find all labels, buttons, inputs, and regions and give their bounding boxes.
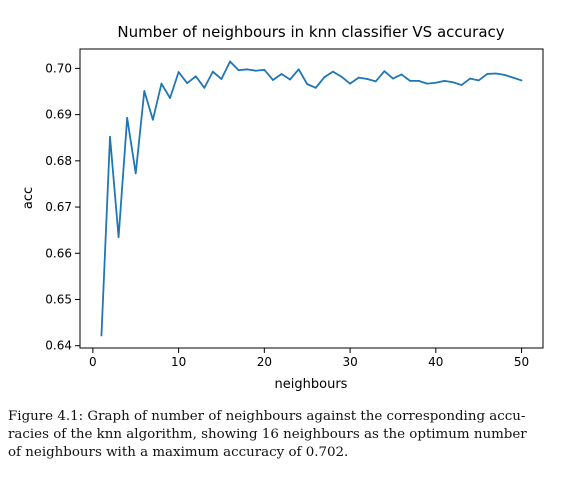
- y-tick-label: 0.65: [45, 292, 72, 306]
- data-point: [109, 135, 111, 138]
- data-point: [143, 90, 146, 92]
- data-point: [357, 76, 360, 79]
- x-tick-label: 50: [514, 355, 529, 369]
- y-tick-label: 0.70: [45, 61, 72, 75]
- data-point: [460, 84, 463, 86]
- y-tick-label: 0.64: [45, 339, 72, 353]
- data-point: [314, 86, 317, 89]
- data-point: [229, 60, 231, 63]
- data-point: [374, 80, 377, 83]
- data-point: [117, 236, 120, 238]
- data-point: [452, 81, 454, 84]
- data-point: [263, 68, 266, 71]
- data-point: [160, 82, 163, 85]
- y-axis: 0.64 0.65 0.66 0.67 0.68 0.69 0.70: [45, 61, 80, 353]
- x-tick-label: 10: [171, 355, 186, 369]
- data-point: [297, 68, 300, 71]
- y-tick-label: 0.66: [45, 246, 72, 260]
- x-axis: 0 10 20 30 40 50: [89, 348, 529, 369]
- x-axis-label: neighbours: [275, 377, 348, 392]
- data-point: [520, 79, 523, 82]
- caption-line-3: of neighbours with a maximum accuracy of…: [8, 445, 349, 460]
- y-axis-label: acc: [21, 187, 36, 209]
- data-point: [246, 68, 249, 71]
- data-point: [211, 70, 214, 73]
- data-point: [409, 79, 412, 82]
- data-point: [477, 79, 480, 82]
- data-point: [272, 79, 274, 81]
- data-point: [306, 83, 309, 86]
- chart-title: Number of neighbours in knn classifier V…: [117, 23, 504, 41]
- data-point: [443, 79, 446, 82]
- data-point: [177, 71, 180, 74]
- y-tick-label: 0.68: [45, 154, 72, 168]
- data-point: [426, 82, 429, 85]
- y-tick-label: 0.67: [45, 200, 72, 214]
- data-point: [220, 78, 223, 80]
- data-point: [323, 76, 326, 79]
- data-points: [100, 60, 523, 337]
- y-tick-label: 0.69: [45, 108, 72, 122]
- data-point: [512, 76, 514, 79]
- data-point: [203, 86, 206, 89]
- data-point: [366, 78, 369, 80]
- figure-caption: Figure 4.1: Graph of number of neighbour…: [8, 408, 553, 462]
- data-point: [383, 70, 386, 73]
- chart: Number of neighbours in knn classifier V…: [21, 23, 544, 392]
- data-point: [400, 73, 403, 76]
- data-point: [126, 116, 129, 119]
- data-point: [194, 75, 197, 78]
- data-point: [340, 75, 343, 78]
- data-point: [332, 70, 334, 73]
- data-point: [134, 172, 137, 175]
- data-point: [280, 73, 283, 75]
- accuracy-series-line: [100, 60, 522, 336]
- data-point: [237, 69, 240, 72]
- data-point: [503, 73, 506, 76]
- data-point: [100, 334, 103, 337]
- caption-line-1: Figure 4.1: Graph of number of neighbour…: [8, 409, 526, 424]
- x-tick-label: 40: [428, 355, 443, 369]
- data-point: [392, 77, 394, 80]
- data-point: [349, 82, 351, 85]
- data-point: [494, 72, 497, 75]
- data-point: [289, 78, 291, 81]
- data-point: [186, 82, 189, 85]
- data-point: [434, 81, 437, 84]
- data-point: [254, 69, 257, 72]
- plot-area: [79, 48, 544, 349]
- data-point: [469, 77, 472, 80]
- data-point: [417, 79, 420, 82]
- caption-line-2: racies of the knn algorithm, showing 16 …: [8, 427, 527, 442]
- x-tick-label: 20: [257, 355, 272, 369]
- x-tick-label: 30: [342, 355, 357, 369]
- data-point: [486, 73, 489, 75]
- data-point: [151, 118, 154, 121]
- x-tick-label: 0: [89, 355, 97, 369]
- data-point: [169, 97, 171, 99]
